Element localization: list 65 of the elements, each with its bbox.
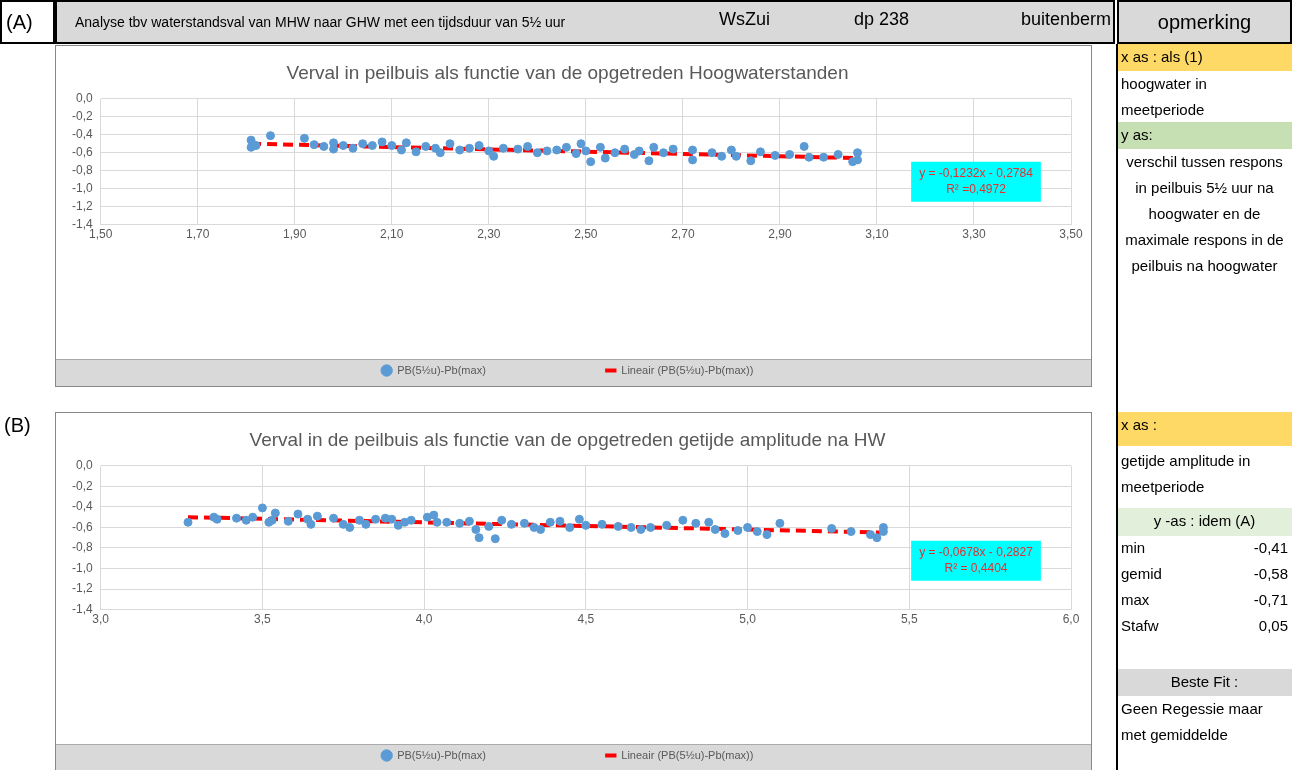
x-tick-label: 4,0 [415,612,433,627]
x-tick-label: 5,0 [739,612,757,627]
annotation: R² = 0,4404 [944,561,1008,576]
text: (B) [3,413,32,438]
annotation: R² =0,4972 [946,182,1007,197]
text: WsZui [718,8,771,31]
text: -0,71 [1252,590,1289,610]
legend-label: Lineair (PB(5½u)-Pb(max)) [621,748,754,761]
text: x as : als (1) [1117,44,1292,71]
y-tick-label: -0,2 [71,109,93,124]
y-tick-label: -0,8 [71,163,93,177]
text: Beste Fit : [1117,669,1292,696]
text: max [1120,590,1151,610]
x-tick-label: 2,90 [768,227,792,242]
text: buitenberm [1019,8,1112,31]
y-tick-label: -0,6 [71,519,93,534]
text: gemid [1120,564,1163,584]
text: -0,58 [1252,564,1289,584]
y-tick-label: -1,0 [71,180,93,195]
x-tick-label: 4,5 [577,612,595,627]
text: dp 238 [853,8,911,31]
y-tick-label: -0,8 [71,540,93,555]
y-tick-label: -1,0 [71,560,93,575]
x-tick-label: 3,50 [1059,227,1083,242]
x-tick-label: 2,10 [380,227,404,242]
x-tick-label: 6,0 [1062,612,1080,627]
y-tick-label: -0,6 [71,145,93,160]
annotation: y = -0,0678x - 0,2827 [919,545,1034,560]
text: -0,41 [1252,538,1289,558]
x-tick-label: 3,10 [865,227,889,242]
text: Stafw [1120,616,1160,636]
y-tick-label: 0,0 [75,91,93,106]
legend-label: Lineair (PB(5½u)-Pb(max)) [621,363,754,376]
chart-title: Verval in peilbuis als functie van de opgetreden Hoogwaterstanden [286,61,849,83]
text: y as: [1117,122,1292,149]
x-tick-label: 2,50 [574,227,598,242]
text: Analyse tbv waterstandsval van MHW naar GHW met een tijdsduur van 5½ uur [75,14,566,30]
y-tick-label: -1,2 [71,198,93,213]
text: x as : [1117,412,1292,446]
x-tick-label: 3,5 [254,612,272,627]
text: opmerking [1117,0,1292,44]
chart-title: Verval in de peilbuis als functie van de opgetreden getijde amplitude na HW [249,428,886,450]
y-tick-label: -0,2 [71,478,93,493]
text: verschil tussen respons in peilbuis 5½ uur na hoogwater en de maximale respons in de peilbuis na hoogwater [1124,152,1285,276]
text: y -as : idem (A) [1117,508,1292,536]
y-tick-label: 0,0 [75,458,93,473]
x-tick-label: 2,30 [477,227,501,242]
x-tick-label: 3,30 [962,227,986,242]
x-tick-label: 1,70 [186,227,210,242]
text: Geen Regessie maar met gemiddelde [1120,699,1264,745]
x-tick-label: 5,5 [900,612,918,627]
legend-label: PB(5½u)-Pb(max) [397,363,486,376]
legend-label: PB(5½u)-Pb(max) [397,748,486,761]
annotation: y = -0,1232x - 0,2784 [919,166,1034,181]
x-tick-label: 1,90 [283,227,307,242]
x-tick-label: 2,70 [671,227,695,242]
y-tick-label: -1,2 [71,581,93,596]
text: getijde amplitude in meetperiode [1120,451,1252,497]
text: (A) [0,0,55,44]
text: min [1120,538,1147,558]
x-tick-label: 3,0 [92,612,110,627]
y-tick-label: -0,4 [71,499,93,514]
y-tick-label: -1,4 [71,601,93,616]
y-tick-label: -0,4 [71,127,93,142]
text: 0,05 [1257,616,1289,636]
